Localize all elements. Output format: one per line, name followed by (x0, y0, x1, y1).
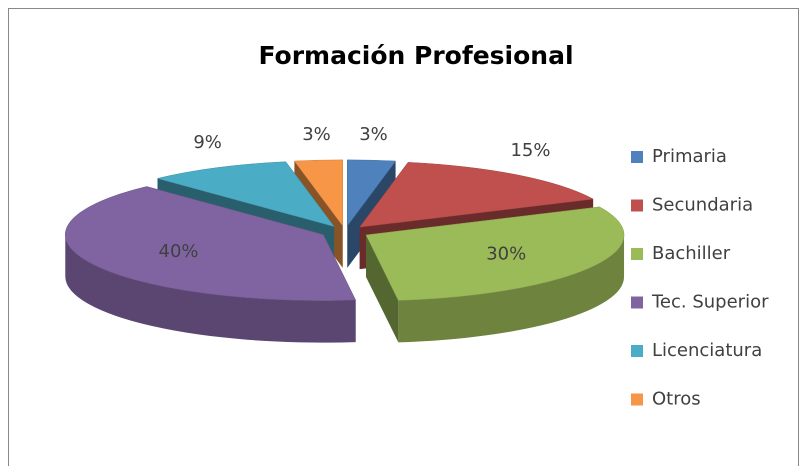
chart-title: Formación Profesional (258, 41, 573, 70)
slice (65, 186, 357, 343)
data-label: 15% (510, 140, 550, 161)
legend-label: Primaria (652, 146, 727, 167)
slice-top (347, 159, 397, 227)
legend-swatch (631, 393, 643, 406)
legend-label: Secundaria (652, 195, 753, 216)
data-label: 3% (302, 124, 331, 145)
slice-side (398, 234, 625, 343)
legend-swatch (631, 248, 643, 260)
slice-top (293, 159, 343, 227)
slice-top (65, 186, 357, 301)
slice-top (359, 162, 594, 228)
slice-top (157, 161, 335, 227)
data-label: 3% (359, 124, 388, 145)
slice-top (365, 206, 625, 301)
data-label: 9% (193, 132, 222, 153)
legend-label: Tec. Superior (651, 292, 769, 313)
legend-swatch (631, 151, 643, 163)
legend-swatch (631, 199, 643, 212)
data-label: 40% (159, 241, 199, 262)
legend-swatch (631, 296, 643, 309)
legend-label: Bachiller (652, 243, 731, 264)
legend-swatch (631, 345, 643, 357)
slice (365, 206, 625, 343)
data-label: 30% (486, 244, 526, 265)
legend-label: Otros (652, 389, 701, 410)
legend-label: Licenciatura (652, 340, 762, 361)
slice-side (65, 234, 356, 343)
slice-wall (366, 234, 399, 343)
